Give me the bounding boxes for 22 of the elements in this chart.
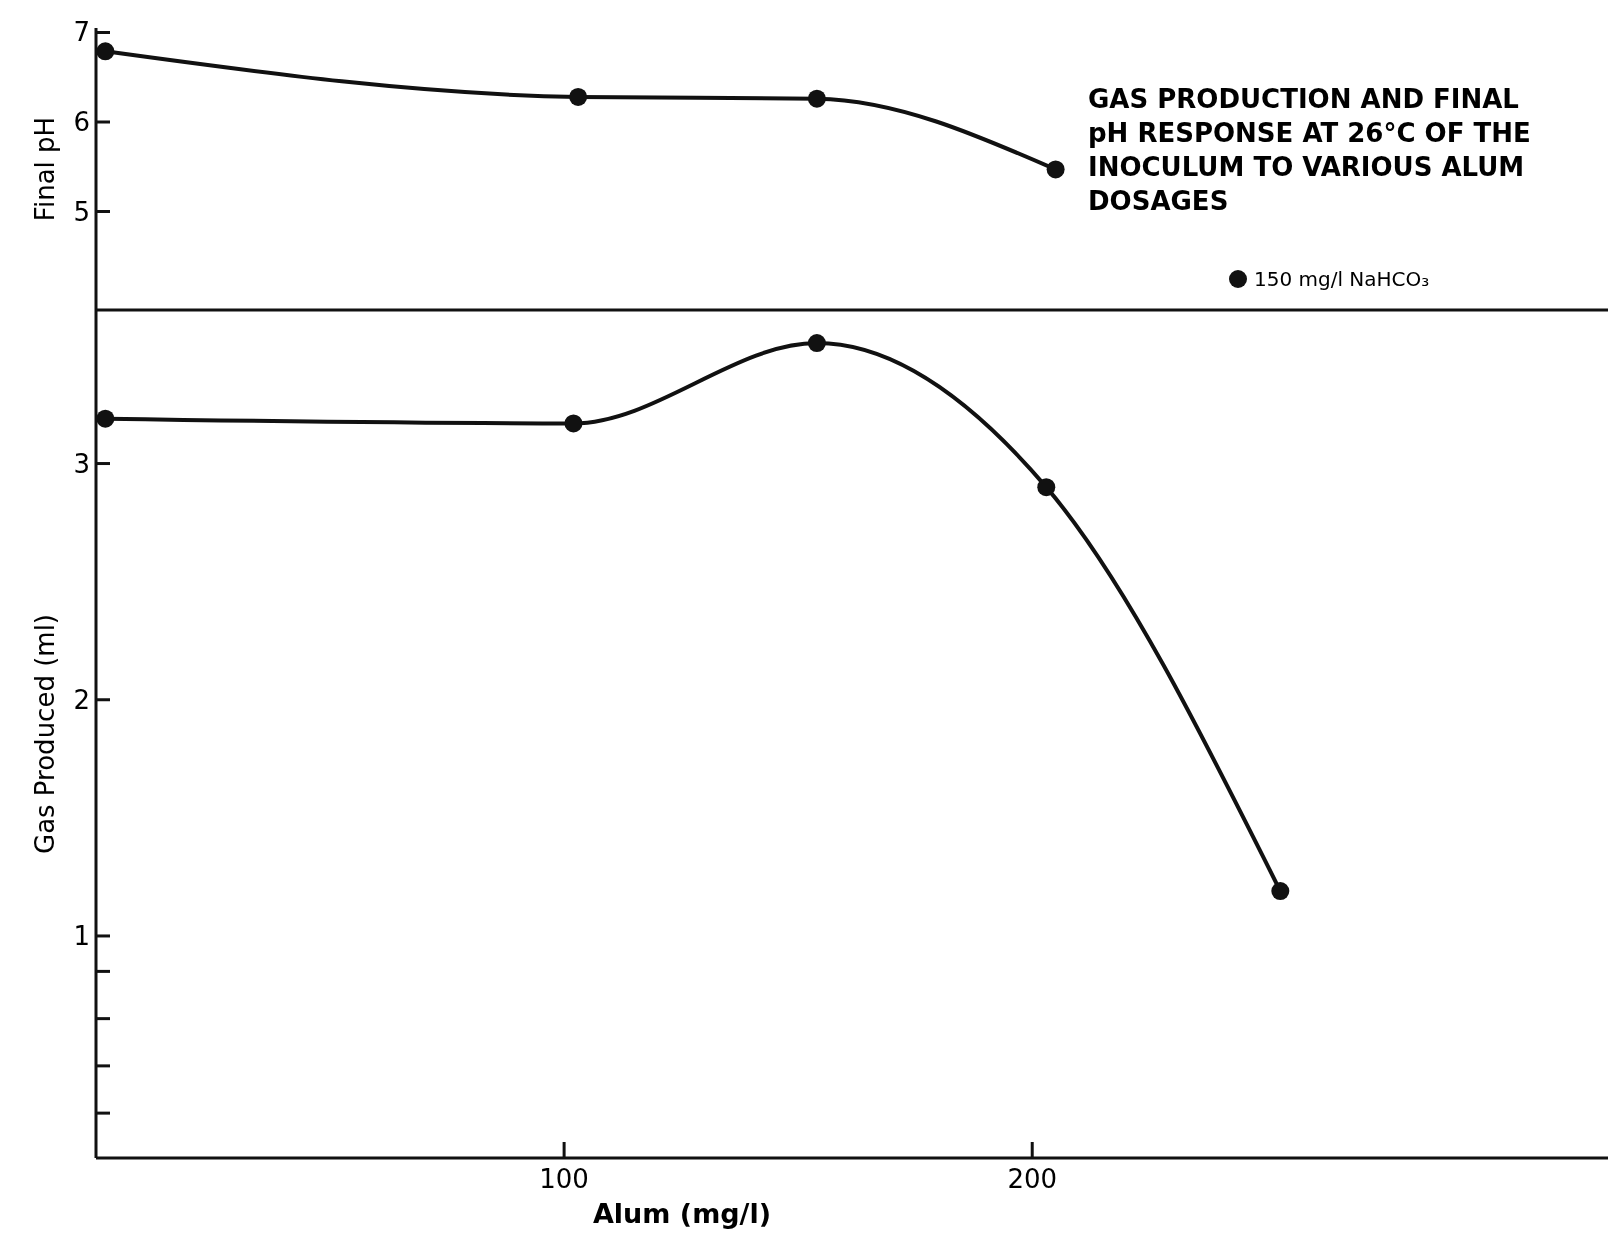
- point: [807, 89, 826, 108]
- text: GAS PRODUCTION AND FINAL pH RESPONSE AT 26°C OF THE INOCULUM TO VARIOUS ALUM DOSAGES: [1088, 84, 1531, 216]
- y-tick-label: 1: [73, 920, 90, 951]
- y-tick-label: 2: [73, 684, 90, 715]
- x-tick-label: 100: [539, 1164, 589, 1194]
- x-tick-label: 200: [1007, 1164, 1058, 1194]
- y-tick-label: 3: [73, 448, 90, 479]
- x-axis-title: Alum (mg/l): [592, 1198, 772, 1229]
- point: [96, 409, 115, 428]
- y-axis-title: Gas Produced (ml): [30, 613, 60, 855]
- y-axis-title: Final pH: [30, 116, 60, 222]
- point: [569, 87, 588, 106]
- point: [96, 42, 115, 61]
- point: [1046, 160, 1065, 179]
- y-tick-label: 5: [73, 196, 90, 227]
- point: [1271, 882, 1290, 901]
- point: [1037, 478, 1056, 497]
- y-tick-label: 6: [73, 107, 90, 137]
- point: [807, 334, 826, 353]
- point: [564, 414, 583, 433]
- legend-label: 150 mg/l NaHCO₃: [1254, 267, 1430, 291]
- y-tick-label: 7: [73, 17, 90, 48]
